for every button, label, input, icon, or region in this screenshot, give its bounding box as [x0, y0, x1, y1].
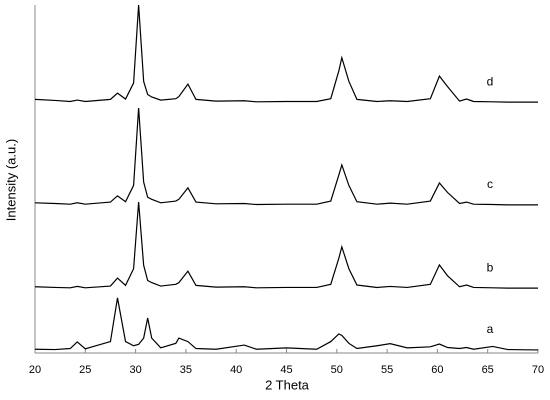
- x-axis-title: 2 Theta: [265, 377, 310, 392]
- series-label: b: [487, 260, 494, 274]
- x-tick-label: 70: [532, 364, 544, 376]
- series-label: a: [487, 322, 494, 336]
- x-tick-label: 45: [280, 364, 292, 376]
- x-tick-label: 60: [431, 364, 443, 376]
- x-tick-label: 40: [230, 364, 242, 376]
- x-tick-label: 55: [381, 364, 393, 376]
- x-tick-label: 65: [482, 364, 494, 376]
- series-line: [34, 297, 539, 351]
- x-tick-label: 50: [331, 364, 343, 376]
- series-label: c: [487, 177, 493, 191]
- x-tick-label: 25: [79, 364, 91, 376]
- y-axis-title: Intensity (a.u.): [3, 139, 18, 221]
- series-line: [34, 202, 538, 289]
- x-tick-label: 20: [29, 364, 41, 376]
- series-label: d: [487, 74, 494, 88]
- x-tick-label: 30: [129, 364, 141, 376]
- series-line: [34, 4, 538, 103]
- x-tick-label: 35: [180, 364, 192, 376]
- series-line: [34, 108, 538, 206]
